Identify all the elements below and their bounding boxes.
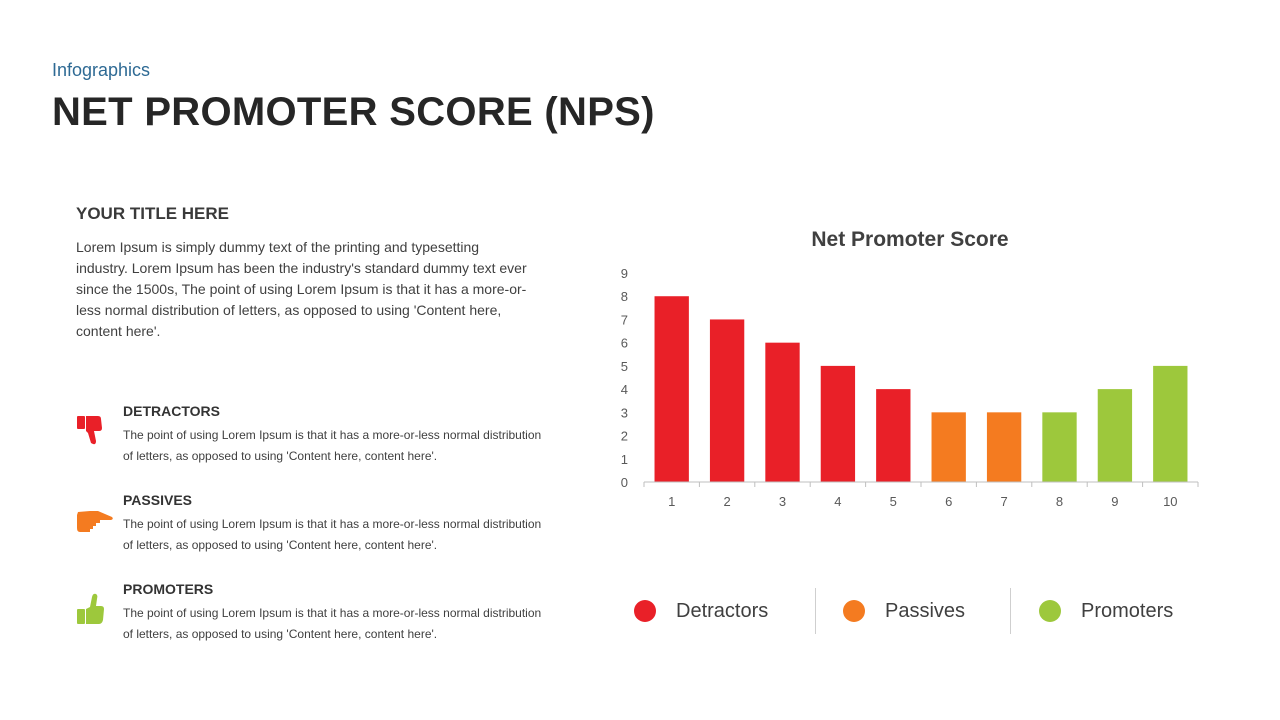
bar — [1042, 412, 1077, 482]
bar — [765, 342, 800, 482]
pointing-hand-icon — [77, 511, 113, 532]
bar — [931, 412, 966, 482]
x-tick-label: 1 — [668, 494, 675, 509]
passives-title: PASSIVES — [123, 492, 192, 508]
y-tick-label: 2 — [621, 429, 628, 444]
intro-text: Lorem Ipsum is simply dummy text of the … — [76, 239, 527, 339]
intro-title: YOUR TITLE HERE — [76, 204, 230, 223]
bar — [1153, 365, 1188, 482]
chart-title: Net Promoter Score — [811, 228, 1009, 251]
bar — [1097, 389, 1133, 482]
legend-label-detractors: Detractors — [676, 599, 769, 622]
bar — [654, 296, 689, 482]
promoters-text: The point of using Lorem Ipsum is that i… — [123, 606, 542, 641]
y-tick-label: 9 — [621, 266, 628, 281]
x-tick-label: 6 — [945, 494, 952, 509]
y-tick-label: 4 — [621, 382, 628, 397]
intro-section: YOUR TITLE HERE Lorem Ipsum is simply du… — [76, 204, 546, 342]
thumbs-up-icon — [77, 593, 104, 624]
bar — [820, 365, 856, 482]
bar — [709, 319, 745, 482]
bar — [876, 389, 911, 482]
y-tick-label: 8 — [621, 289, 628, 304]
y-tick-label: 3 — [621, 405, 628, 420]
y-tick-label: 7 — [621, 312, 628, 327]
legend-label-promoters: Promoters — [1081, 599, 1174, 622]
legend-item-promoters: Promoters — [1039, 586, 1173, 636]
y-tick-label: 1 — [621, 452, 628, 467]
x-tick-label: 8 — [1056, 494, 1063, 509]
legend-dot-detractors — [634, 600, 656, 622]
y-tick-label: 0 — [621, 475, 628, 490]
thumbs-down-icon — [77, 416, 102, 445]
detractors-text: The point of using Lorem Ipsum is that i… — [123, 428, 542, 463]
legend-dot-passives — [843, 600, 865, 622]
legend-separator — [1010, 588, 1011, 634]
eyebrow-label: Infographics — [52, 60, 151, 80]
passives-text: The point of using Lorem Ipsum is that i… — [123, 517, 542, 552]
promoters-title: PROMOTERS — [123, 581, 214, 597]
legend-separator — [815, 588, 816, 634]
x-tick-label: 9 — [1111, 494, 1118, 509]
legend-item-detractors: Detractors — [634, 586, 768, 636]
legend-dot-promoters — [1039, 600, 1061, 622]
legend-label-passives: Passives — [885, 599, 966, 622]
x-tick-label: 4 — [834, 494, 841, 509]
page-title: NET PROMOTER SCORE (NPS) — [52, 90, 655, 134]
x-tick-label: 7 — [1000, 494, 1007, 509]
x-tick-label: 5 — [890, 494, 897, 509]
y-tick-label: 6 — [621, 336, 628, 351]
nps-bar-chart: 0 1 2 3 4 5 6 7 8 9 1 2 3 4 5 6 7 8 9 10 — [621, 266, 1199, 509]
legend-item-passives: Passives — [843, 586, 965, 636]
y-tick-label: 5 — [621, 359, 628, 374]
x-tick-label: 3 — [779, 494, 786, 509]
x-tick-label: 2 — [723, 494, 730, 509]
x-tick-label: 10 — [1163, 494, 1177, 509]
detractors-title: DETRACTORS — [123, 403, 220, 419]
bar — [986, 412, 1022, 482]
